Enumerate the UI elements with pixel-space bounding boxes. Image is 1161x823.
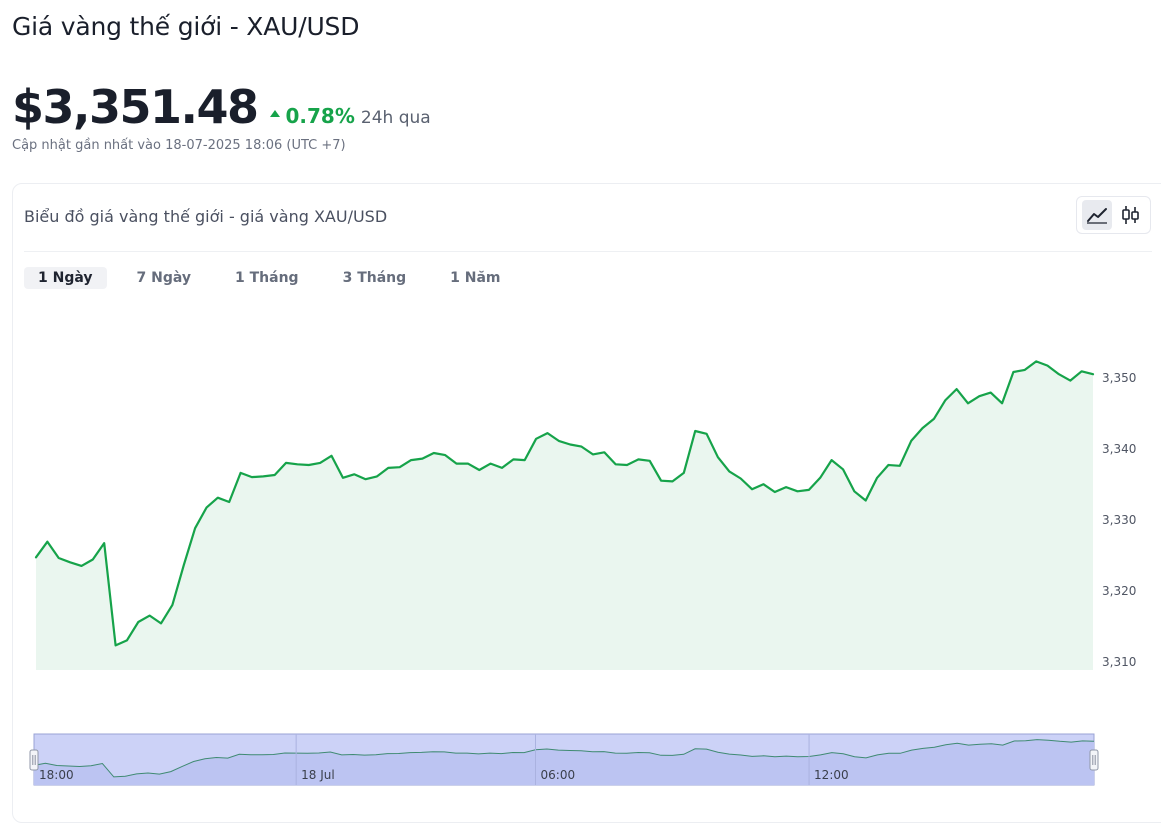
last-updated: Cập nhật gần nhất vào 18-07-2025 18:06 (… bbox=[12, 138, 346, 153]
chart-type-toggle bbox=[1076, 196, 1151, 234]
chart-card-title: Biểu đồ giá vàng thế giới - giá vàng XAU… bbox=[24, 207, 388, 226]
navigator-left-handle[interactable] bbox=[29, 749, 39, 771]
handle-grip[interactable] bbox=[29, 749, 39, 771]
navigator-label: 06:00 bbox=[541, 768, 576, 782]
range-tabs: 1 Ngày 7 Ngày 1 Tháng 3 Tháng 1 Năm bbox=[24, 267, 531, 289]
navigator-right-handle[interactable] bbox=[1089, 749, 1099, 771]
price-row: $3,351.48 0.78% 24h qua bbox=[12, 80, 431, 134]
y-tick-label: 3,350 bbox=[1102, 371, 1136, 385]
candlestick-button[interactable] bbox=[1115, 200, 1145, 230]
change-percent: 0.78% bbox=[285, 104, 355, 128]
price-line bbox=[34, 360, 1095, 647]
navigator-area bbox=[34, 739, 1094, 785]
triangle-up-icon bbox=[269, 110, 280, 117]
tab-7-days[interactable]: 7 Ngày bbox=[136, 270, 192, 286]
change-period: 24h qua bbox=[360, 108, 431, 128]
page-title: Giá vàng thế giới - XAU/USD bbox=[12, 12, 360, 41]
y-tick-label: 3,320 bbox=[1102, 584, 1136, 598]
price-chart: 3,310 3,320 3,330 3,340 3,350 18:00 18 Jul 06:… bbox=[29, 360, 1136, 786]
range-navigator[interactable]: 18:00 18 Jul 06:00 12:00 bbox=[29, 733, 1099, 786]
tab-1-day[interactable]: 1 Ngày bbox=[24, 267, 107, 289]
line-chart-icon bbox=[1086, 208, 1107, 224]
candlestick-icon bbox=[1122, 206, 1140, 224]
y-axis: 3,310 3,320 3,330 3,340 3,350 bbox=[1102, 371, 1136, 669]
navigator-label: 12:00 bbox=[814, 768, 849, 782]
current-price: $3,351.48 bbox=[12, 80, 259, 134]
plot-area bbox=[34, 360, 1095, 670]
y-tick-label: 3,330 bbox=[1102, 513, 1136, 527]
card-divider bbox=[24, 251, 1152, 252]
area-fill bbox=[36, 361, 1093, 670]
navigator-line bbox=[33, 739, 1095, 778]
navigator-label: 18 Jul bbox=[301, 768, 335, 782]
tab-1-month[interactable]: 1 Tháng bbox=[235, 270, 299, 286]
handle-grip[interactable] bbox=[1089, 749, 1099, 771]
navigator-label: 18:00 bbox=[39, 768, 74, 782]
tab-1-year[interactable]: 1 Năm bbox=[450, 270, 501, 286]
line-chart-button[interactable] bbox=[1081, 200, 1112, 230]
tab-3-months[interactable]: 3 Tháng bbox=[342, 270, 407, 286]
price-change: 0.78% 24h qua bbox=[269, 104, 431, 128]
y-tick-label: 3,340 bbox=[1102, 442, 1136, 456]
y-tick-label: 3,310 bbox=[1102, 655, 1136, 669]
